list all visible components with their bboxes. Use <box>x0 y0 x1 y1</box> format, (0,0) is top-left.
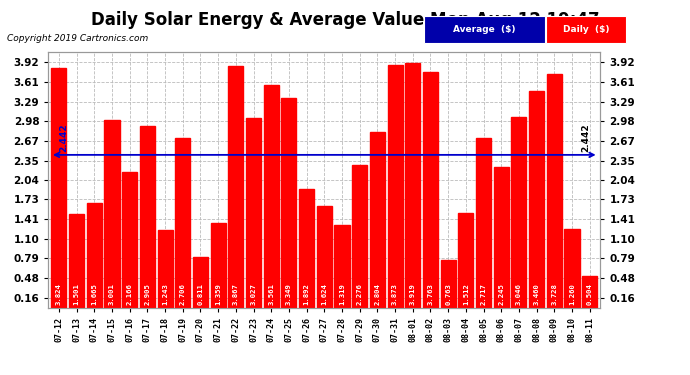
Text: 2.442: 2.442 <box>582 124 591 152</box>
Text: Copyright 2019 Cartronics.com: Copyright 2019 Cartronics.com <box>7 34 148 43</box>
Bar <box>529 91 544 308</box>
Text: 3.001: 3.001 <box>109 283 115 305</box>
Text: 1.624: 1.624 <box>322 283 327 305</box>
Bar <box>264 85 279 308</box>
Bar <box>193 257 208 307</box>
Text: 1.319: 1.319 <box>339 283 345 305</box>
Bar <box>511 117 526 308</box>
Bar <box>140 126 155 308</box>
Text: 2.905: 2.905 <box>144 283 150 305</box>
Text: 1.892: 1.892 <box>304 283 310 305</box>
Bar <box>282 98 297 308</box>
Bar <box>69 214 84 308</box>
Text: 0.504: 0.504 <box>586 283 593 305</box>
Bar <box>210 223 226 308</box>
Text: 2.442: 2.442 <box>60 124 69 152</box>
Text: 1.260: 1.260 <box>569 283 575 305</box>
Text: Daily Solar Energy & Average Value Mon Aug 12 19:47: Daily Solar Energy & Average Value Mon A… <box>90 11 600 29</box>
Bar <box>335 225 350 308</box>
Bar <box>423 72 438 308</box>
Bar <box>458 213 473 308</box>
Bar <box>564 229 580 308</box>
Bar <box>546 75 562 308</box>
Bar <box>405 63 420 308</box>
Text: 2.717: 2.717 <box>480 283 486 305</box>
Text: 2.804: 2.804 <box>375 283 380 305</box>
Text: Daily  ($): Daily ($) <box>563 25 609 34</box>
Text: 1.665: 1.665 <box>91 283 97 305</box>
Bar <box>87 203 102 308</box>
Bar <box>122 172 137 308</box>
Bar <box>299 189 314 308</box>
Text: 2.166: 2.166 <box>127 283 132 305</box>
Text: 1.359: 1.359 <box>215 283 221 305</box>
Bar <box>104 120 119 308</box>
Bar <box>388 65 402 308</box>
Text: 3.561: 3.561 <box>268 283 274 305</box>
Text: 3.763: 3.763 <box>427 283 433 305</box>
Bar <box>317 206 332 308</box>
Text: 3.919: 3.919 <box>410 283 416 305</box>
Bar <box>476 138 491 308</box>
Text: 0.763: 0.763 <box>445 283 451 305</box>
Bar <box>157 230 172 308</box>
Bar <box>582 276 598 308</box>
Bar <box>441 260 455 308</box>
Text: 3.027: 3.027 <box>250 283 257 305</box>
Text: 0.811: 0.811 <box>197 283 204 305</box>
Text: 1.501: 1.501 <box>74 283 79 305</box>
Text: 2.245: 2.245 <box>498 283 504 305</box>
Text: 3.349: 3.349 <box>286 283 292 305</box>
Text: 3.046: 3.046 <box>516 283 522 305</box>
Bar <box>228 66 244 308</box>
Bar <box>370 132 385 308</box>
Text: 3.728: 3.728 <box>551 283 558 305</box>
Text: 3.824: 3.824 <box>56 283 62 305</box>
Bar <box>175 138 190 308</box>
Bar <box>352 165 367 308</box>
Text: 3.460: 3.460 <box>533 283 540 305</box>
Text: 1.512: 1.512 <box>463 283 469 305</box>
Bar <box>494 167 509 308</box>
Text: Average  ($): Average ($) <box>453 25 516 34</box>
Text: 3.867: 3.867 <box>233 283 239 305</box>
Bar <box>246 118 261 308</box>
Bar <box>51 69 66 308</box>
Text: 2.706: 2.706 <box>180 283 186 305</box>
Text: 2.276: 2.276 <box>357 283 363 305</box>
Text: 3.873: 3.873 <box>392 283 398 305</box>
Text: 1.243: 1.243 <box>162 283 168 305</box>
